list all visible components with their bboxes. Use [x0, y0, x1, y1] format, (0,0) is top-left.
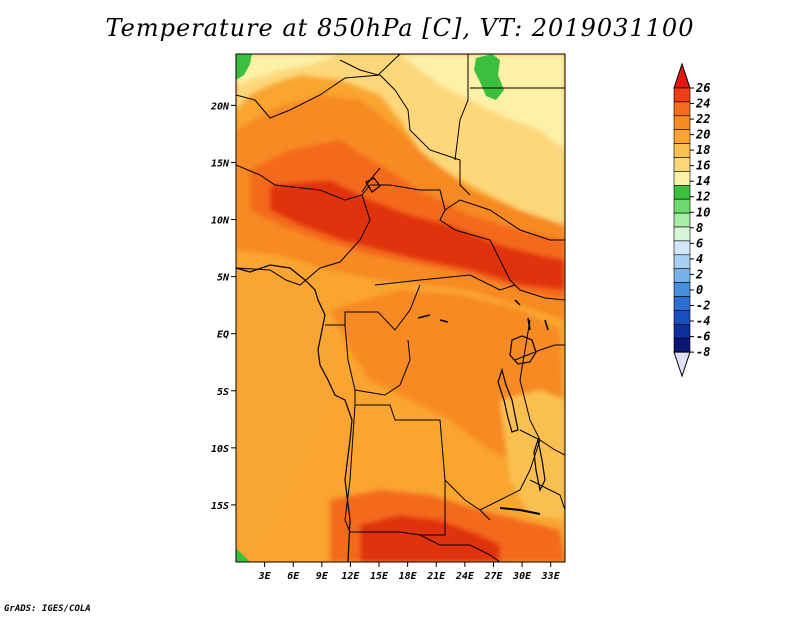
colorbar-segment	[673, 212, 691, 228]
lake-malawi	[533, 437, 546, 492]
colorbar-label: 24	[695, 97, 710, 111]
colorbar-label: 8	[696, 221, 703, 235]
colorbar-label: 4	[696, 252, 703, 266]
colorbar-label: 2	[695, 267, 703, 281]
colorbar-label: -2	[696, 298, 710, 312]
lat-tick-label: 5S	[217, 387, 229, 398]
colorbar-label: 0	[696, 283, 703, 297]
colorbar-segment	[673, 268, 691, 283]
lake-victoria	[509, 335, 537, 365]
lon-tick-label: 33E	[541, 571, 561, 582]
colorbar-label: 16	[696, 159, 710, 173]
border-line	[339, 54, 401, 76]
country-borders	[236, 54, 565, 562]
colorbar-segment	[673, 143, 691, 158]
map-title: Temperature at 850hPa [C], VT: 201903110…	[105, 14, 695, 42]
lat-tick-label: 10N	[211, 216, 230, 227]
lat-tick-label: 20N	[210, 101, 230, 112]
colorbar-label: 18	[696, 143, 710, 157]
temperature-zone-26-core	[270, 180, 565, 290]
border-line	[454, 54, 469, 161]
temperature-zone-14-northwest	[236, 54, 340, 85]
lat-tick-label: 15N	[211, 158, 230, 169]
map-plot-area	[236, 54, 565, 562]
temperature-zone-12-northwest	[236, 54, 252, 80]
colorbar-segment	[673, 310, 691, 325]
colorbar-label: 14	[696, 174, 710, 188]
colorbar-label: 20	[695, 128, 710, 142]
colorbar-segment	[673, 337, 691, 353]
border-line	[374, 274, 516, 291]
lon-tick-label: 24E	[455, 571, 475, 582]
temperature-zone-14-northeast	[400, 54, 565, 150]
lon-tick-label: 6E	[287, 571, 300, 582]
colorbar-segment	[673, 115, 691, 131]
lake-kariba	[499, 507, 541, 515]
colorbar-segment	[673, 254, 691, 270]
lat-tick-label: 5N	[217, 273, 230, 284]
colorbar-arrow-bottom	[673, 351, 691, 378]
border-line	[236, 194, 371, 286]
lon-tick-label: 21E	[426, 571, 446, 582]
colorbar-segment	[673, 87, 691, 103]
colorbar-label: -6	[696, 330, 710, 344]
colorbar-label: -4	[696, 314, 710, 328]
lake-tanganyika	[497, 367, 519, 433]
lon-tick-label: 18E	[399, 571, 418, 582]
lon-tick-label: 27E	[483, 571, 503, 582]
border-line	[370, 184, 565, 301]
colorbar-segment	[673, 171, 691, 186]
grads-credit: GrADS: IGES/COLA	[4, 604, 91, 614]
border-line	[344, 324, 411, 396]
colorbar-segment	[673, 101, 691, 117]
colorbar-label: 26	[695, 81, 710, 95]
coastline	[236, 177, 549, 562]
lon-tick-label: 9E	[316, 571, 329, 582]
colorbar-label: 6	[696, 236, 703, 250]
temperature-zone-12-southwest	[236, 548, 250, 562]
colorbar-label: -8	[696, 345, 710, 359]
temperature-zone-26-south	[360, 515, 500, 562]
temperature-zone-20-west	[236, 270, 340, 560]
border-line	[519, 429, 565, 456]
colorbar-segment	[673, 185, 691, 200]
colorbar-segment	[673, 323, 691, 339]
colorbar-arrow-top	[673, 62, 691, 89]
colorbar-segment	[673, 157, 691, 172]
colorbar-segment	[673, 296, 691, 311]
colorbar-segment	[673, 129, 691, 144]
lake-chad	[365, 177, 381, 193]
lon-tick-label: 30E	[512, 571, 532, 582]
coast-line	[236, 264, 353, 562]
border-line	[514, 344, 565, 361]
colorbar-segment	[673, 198, 691, 214]
lat-tick-label: 15S	[211, 501, 229, 512]
colorbar-segment	[673, 240, 691, 256]
border-line	[354, 390, 491, 521]
border-line	[444, 199, 565, 241]
lat-tick-label: 10S	[211, 444, 229, 455]
colorbar-label: 10	[696, 205, 710, 219]
border-line	[419, 534, 501, 562]
border-line	[529, 479, 565, 511]
lon-tick-label: 3E	[258, 571, 272, 582]
colorbar-label: 22	[695, 112, 710, 126]
border-line	[344, 404, 446, 536]
lon-tick-label: 12E	[341, 571, 360, 582]
lat-tick-label: EQ	[217, 330, 229, 341]
axis-ticks: 3E 6E 9E 12E 15E 18E 21E 24E 27E 30E 33E 20N 15N 10N 5…	[210, 101, 561, 582]
lon-tick-label: 15E	[370, 571, 389, 582]
colorbar-label: 12	[696, 190, 710, 204]
colorbar-segment	[673, 226, 691, 242]
colorbar-segment	[673, 282, 691, 297]
map-frame	[235, 53, 566, 563]
lake-line	[417, 299, 549, 331]
